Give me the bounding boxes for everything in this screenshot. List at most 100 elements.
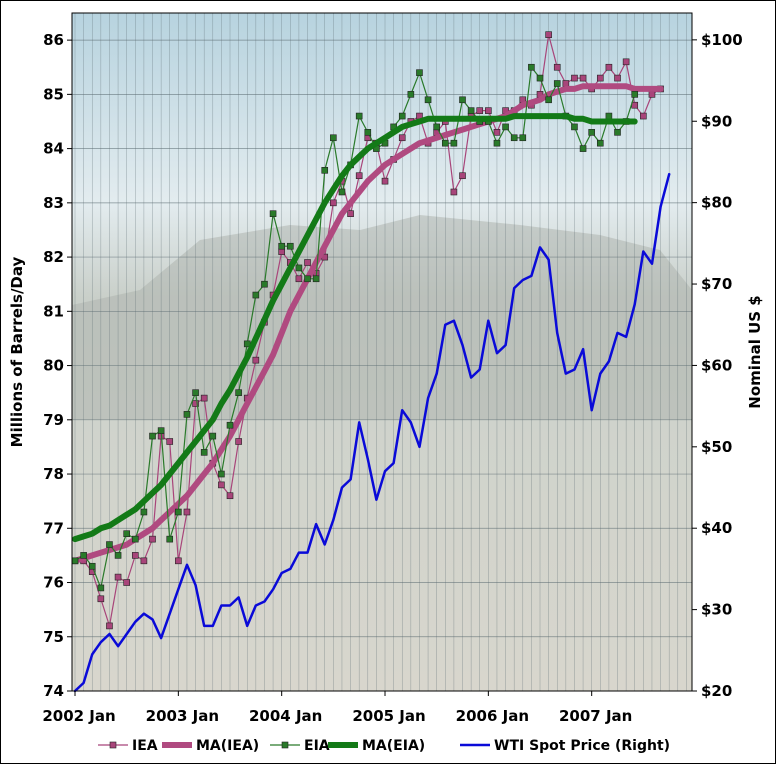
data-point (304, 259, 311, 266)
data-point (459, 172, 466, 180)
y2-tick-label: $100 (701, 31, 743, 49)
data-point (123, 579, 130, 586)
data-point (416, 69, 423, 76)
y-tick-label: 74 (43, 682, 64, 700)
data-point (252, 356, 260, 364)
data-point (278, 242, 285, 250)
series-line (74, 66, 636, 589)
data-point (381, 177, 389, 185)
y2-tick-label: $20 (701, 682, 732, 700)
data-point (571, 123, 578, 131)
data-point (226, 421, 234, 429)
legend-label: MA(EIA) (362, 738, 425, 754)
data-point (355, 172, 363, 180)
data-point (218, 481, 225, 489)
legend-label: IEA (132, 738, 158, 754)
data-point (140, 557, 148, 565)
data-point (347, 210, 354, 217)
data-point (510, 134, 518, 142)
legend-marker (281, 741, 289, 749)
data-point (192, 389, 199, 396)
data-point (114, 552, 122, 559)
data-point (605, 63, 613, 71)
data-point (157, 427, 165, 434)
data-point (131, 535, 139, 543)
data-point (614, 74, 621, 82)
backdrop-mountain (72, 215, 692, 420)
data-point (235, 389, 242, 396)
data-point (485, 107, 492, 114)
y-tick-label: 84 (43, 140, 64, 158)
data-point (183, 411, 191, 418)
data-point (364, 129, 372, 136)
data-point (166, 535, 174, 543)
data-point (200, 394, 208, 402)
data-point (140, 508, 148, 516)
data-point (218, 470, 225, 478)
y2-axis-label: Nominal US $ (746, 295, 764, 408)
data-point (338, 188, 346, 196)
y-tick-label: 86 (43, 31, 64, 49)
y-tick-label: 81 (43, 302, 64, 320)
series-line (72, 113, 638, 543)
data-point (200, 449, 208, 456)
data-point (424, 96, 432, 104)
data-point (166, 438, 174, 445)
y2-tick-label: $40 (701, 519, 732, 537)
data-point (571, 74, 578, 82)
data-point (467, 107, 475, 114)
y-tick-label: 75 (43, 628, 64, 646)
x-tick-label: 2003 Jan (146, 707, 219, 725)
data-point (330, 199, 337, 207)
y-tick-label: 77 (43, 519, 64, 537)
data-point (286, 242, 294, 250)
data-point (149, 432, 156, 440)
y2-tick-label: $90 (701, 112, 732, 130)
x-tick-label: 2005 Jan (352, 707, 425, 725)
data-point (631, 101, 639, 109)
data-point (596, 74, 604, 82)
y-tick-label: 83 (43, 194, 64, 212)
data-point (605, 112, 613, 120)
y-tick-label: 80 (43, 357, 64, 375)
x-tick-label: 2002 Jan (42, 707, 115, 725)
data-point (631, 91, 639, 98)
series-line (72, 83, 664, 564)
data-point (648, 91, 656, 98)
data-point (175, 557, 182, 565)
y-tick-label: 78 (43, 465, 64, 483)
data-point (80, 552, 87, 559)
y2-tick-label: $60 (701, 356, 732, 374)
data-point (192, 400, 199, 407)
data-point (588, 129, 595, 136)
data-point (614, 129, 621, 136)
data-point (459, 96, 466, 104)
data-point (545, 31, 552, 38)
data-point (97, 584, 105, 592)
data-point (114, 573, 122, 581)
data-point (545, 96, 552, 104)
y-tick-label: 76 (43, 574, 64, 592)
data-point (450, 188, 458, 196)
data-point (71, 557, 79, 565)
y2-tick-label: $70 (701, 275, 732, 293)
data-point (441, 139, 449, 147)
data-point (321, 166, 329, 174)
data-point (183, 508, 191, 516)
data-point (295, 275, 303, 283)
data-point (562, 80, 570, 87)
data-point (106, 622, 113, 630)
data-point (553, 80, 561, 87)
data-point (640, 112, 647, 120)
y-tick-label: 79 (43, 411, 64, 429)
data-point (596, 139, 604, 147)
data-point (123, 530, 130, 538)
series-line (73, 172, 671, 693)
data-point (269, 210, 277, 217)
data-point (295, 264, 303, 272)
data-point (493, 139, 501, 147)
y2-tick-label: $80 (701, 194, 732, 212)
data-point (579, 145, 587, 152)
x-tick-label: 2007 Jan (559, 707, 632, 725)
